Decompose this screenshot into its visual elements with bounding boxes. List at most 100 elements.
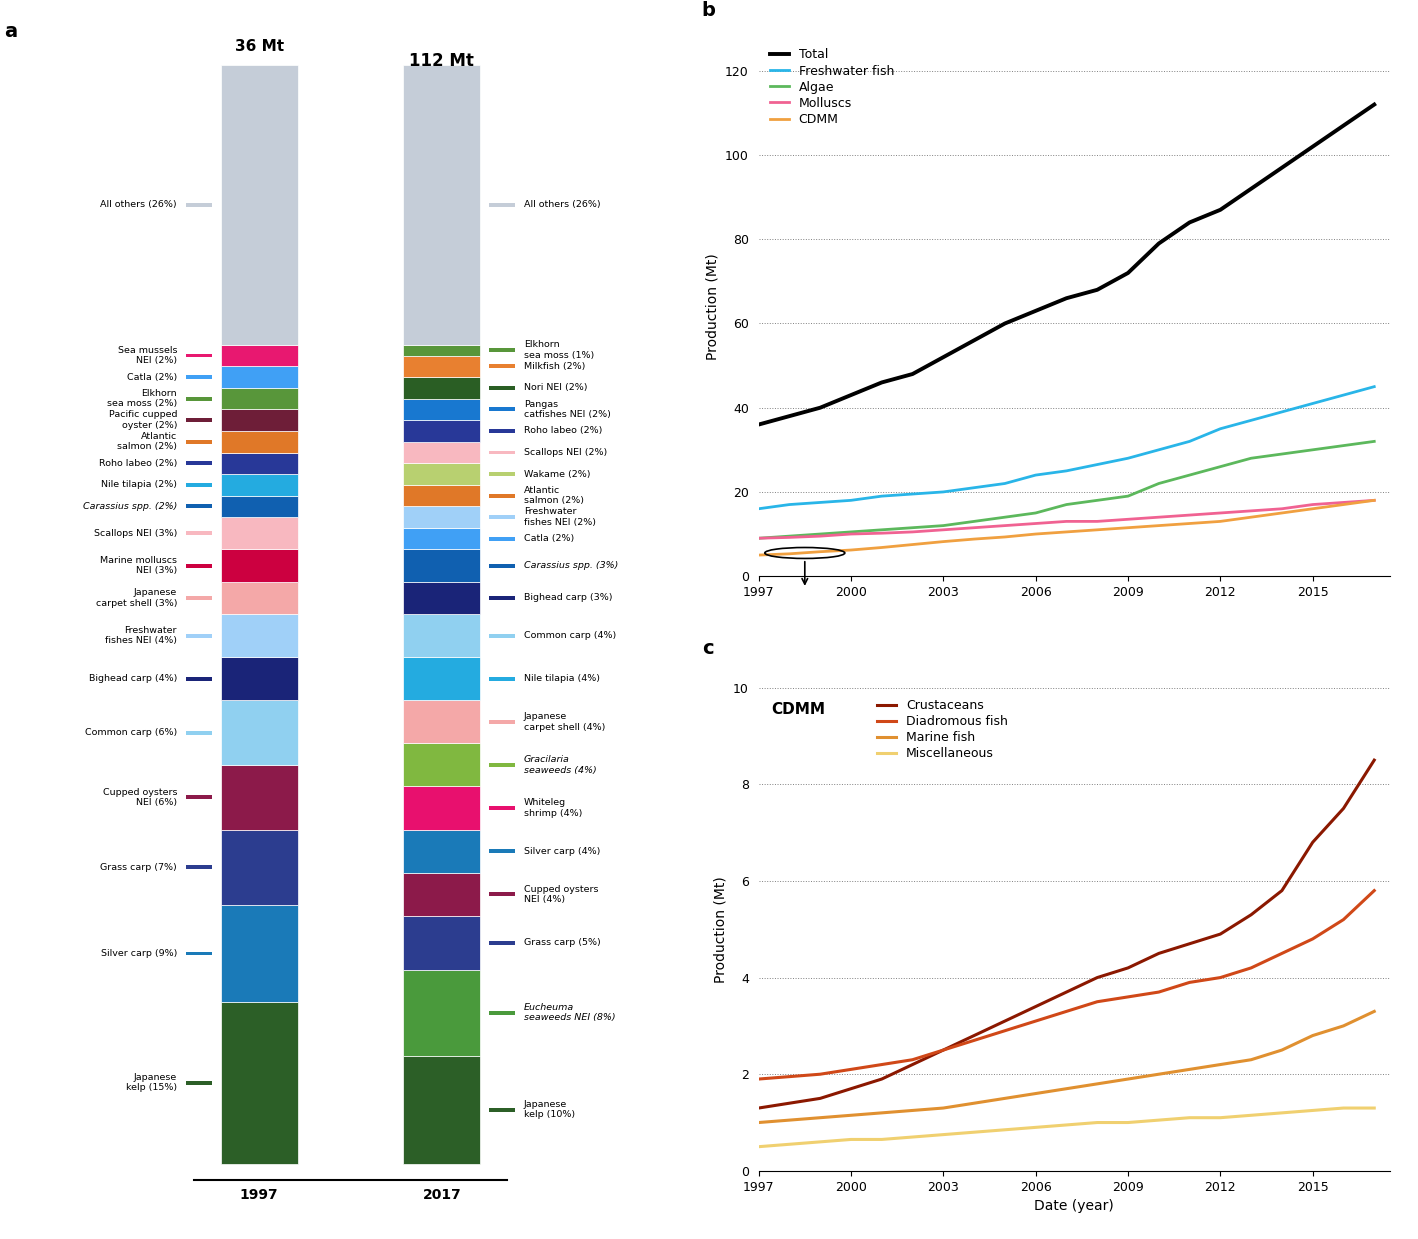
Bar xyxy=(186,461,213,465)
Text: Cupped oysters
NEI (4%): Cupped oysters NEI (4%) xyxy=(525,885,598,904)
Text: c: c xyxy=(702,639,713,658)
Bar xyxy=(489,1011,515,1015)
Text: Elkhorn
sea moss (1%): Elkhorn sea moss (1%) xyxy=(525,341,594,359)
Text: Nile tilapia (2%): Nile tilapia (2%) xyxy=(101,481,177,489)
Bar xyxy=(404,377,481,399)
Legend: Total, Freshwater fish, Algae, Molluscs, CDMM: Total, Freshwater fish, Algae, Molluscs,… xyxy=(764,43,899,131)
Text: Japanese
carpet shell (4%): Japanese carpet shell (4%) xyxy=(525,712,605,731)
Text: CDMM: CDMM xyxy=(771,703,825,717)
Bar xyxy=(186,731,213,735)
Bar xyxy=(404,700,481,743)
Text: Catla (2%): Catla (2%) xyxy=(525,534,574,543)
Text: Roho labeo (2%): Roho labeo (2%) xyxy=(525,426,603,435)
Text: Roho labeo (2%): Roho labeo (2%) xyxy=(99,458,177,468)
Bar xyxy=(221,367,298,388)
Bar xyxy=(404,970,481,1056)
Bar xyxy=(186,483,213,487)
Bar xyxy=(221,764,298,830)
Text: Milkfish (2%): Milkfish (2%) xyxy=(525,362,586,370)
X-axis label: Date (year): Date (year) xyxy=(1034,1199,1115,1213)
Bar xyxy=(489,892,515,896)
Bar xyxy=(221,388,298,409)
Bar xyxy=(489,720,515,724)
Bar xyxy=(489,676,515,680)
Bar xyxy=(404,356,481,377)
Bar xyxy=(489,1108,515,1111)
Bar xyxy=(489,451,515,455)
Bar xyxy=(489,348,515,352)
Bar xyxy=(404,528,481,549)
Bar xyxy=(186,396,213,400)
Text: Pacific cupped
oyster (2%): Pacific cupped oyster (2%) xyxy=(109,410,177,430)
Text: Elkhorn
sea moss (2%): Elkhorn sea moss (2%) xyxy=(106,389,177,409)
Bar xyxy=(221,904,298,1002)
Text: Silver carp (4%): Silver carp (4%) xyxy=(525,846,600,856)
Bar xyxy=(186,564,213,567)
Bar xyxy=(489,364,515,368)
Bar xyxy=(221,431,298,452)
Text: Common carp (4%): Common carp (4%) xyxy=(525,631,617,641)
Bar xyxy=(221,1002,298,1163)
Legend: Crustaceans, Diadromous fish, Marine fish, Miscellaneous: Crustaceans, Diadromous fish, Marine fis… xyxy=(872,694,1012,766)
Bar xyxy=(186,1080,213,1084)
Text: Pangas
catfishes NEI (2%): Pangas catfishes NEI (2%) xyxy=(525,400,611,419)
Bar xyxy=(186,203,213,207)
Bar xyxy=(489,807,515,810)
Bar xyxy=(404,787,481,830)
Bar xyxy=(404,743,481,787)
Text: a: a xyxy=(4,21,17,41)
Bar xyxy=(489,203,515,207)
Text: All others (26%): All others (26%) xyxy=(101,201,177,209)
Bar xyxy=(186,676,213,680)
Y-axis label: Production (Mt): Production (Mt) xyxy=(713,876,727,983)
Bar xyxy=(404,484,481,507)
Text: Marine molluscs
NEI (3%): Marine molluscs NEI (3%) xyxy=(101,556,177,575)
Bar xyxy=(404,916,481,970)
Text: Catla (2%): Catla (2%) xyxy=(126,373,177,382)
Bar xyxy=(221,549,298,582)
Text: All others (26%): All others (26%) xyxy=(525,201,601,209)
Bar xyxy=(221,496,298,517)
Bar xyxy=(404,657,481,700)
Bar xyxy=(404,549,481,582)
Text: Japanese
kelp (10%): Japanese kelp (10%) xyxy=(525,1100,576,1119)
Bar xyxy=(489,536,515,540)
Bar xyxy=(404,64,481,344)
Bar xyxy=(404,442,481,463)
Bar xyxy=(404,830,481,872)
Bar xyxy=(404,344,481,356)
Text: Japanese
carpet shell (3%): Japanese carpet shell (3%) xyxy=(95,589,177,607)
Bar xyxy=(221,700,298,764)
Bar xyxy=(186,865,213,870)
Text: b: b xyxy=(702,0,716,20)
Bar xyxy=(489,763,515,767)
Bar xyxy=(489,940,515,944)
Bar xyxy=(221,830,298,904)
Bar xyxy=(489,564,515,567)
Text: Silver carp (9%): Silver carp (9%) xyxy=(101,949,177,958)
Text: Grass carp (5%): Grass carp (5%) xyxy=(525,938,601,948)
Bar xyxy=(186,440,213,444)
Text: Gracilaria
seaweeds (4%): Gracilaria seaweeds (4%) xyxy=(525,756,597,774)
Bar xyxy=(186,419,213,422)
Bar xyxy=(186,633,213,638)
Text: Atlantic
salmon (2%): Atlantic salmon (2%) xyxy=(525,486,584,506)
Text: Wakame (2%): Wakame (2%) xyxy=(525,470,590,478)
Bar xyxy=(404,615,481,657)
Bar xyxy=(404,872,481,916)
Bar xyxy=(221,409,298,431)
Text: 1997: 1997 xyxy=(240,1188,278,1202)
Text: Grass carp (7%): Grass carp (7%) xyxy=(101,862,177,872)
Y-axis label: Production (Mt): Production (Mt) xyxy=(706,253,719,361)
Text: Bighead carp (3%): Bighead carp (3%) xyxy=(525,593,613,602)
Text: Eucheuma
seaweeds NEI (8%): Eucheuma seaweeds NEI (8%) xyxy=(525,1004,615,1022)
Bar xyxy=(404,582,481,615)
Bar xyxy=(221,344,298,367)
Bar xyxy=(221,582,298,615)
Bar xyxy=(186,596,213,600)
Text: Atlantic
salmon (2%): Atlantic salmon (2%) xyxy=(118,432,177,451)
Bar xyxy=(489,849,515,854)
Bar xyxy=(186,795,213,799)
Bar xyxy=(221,452,298,475)
Bar xyxy=(404,399,481,420)
